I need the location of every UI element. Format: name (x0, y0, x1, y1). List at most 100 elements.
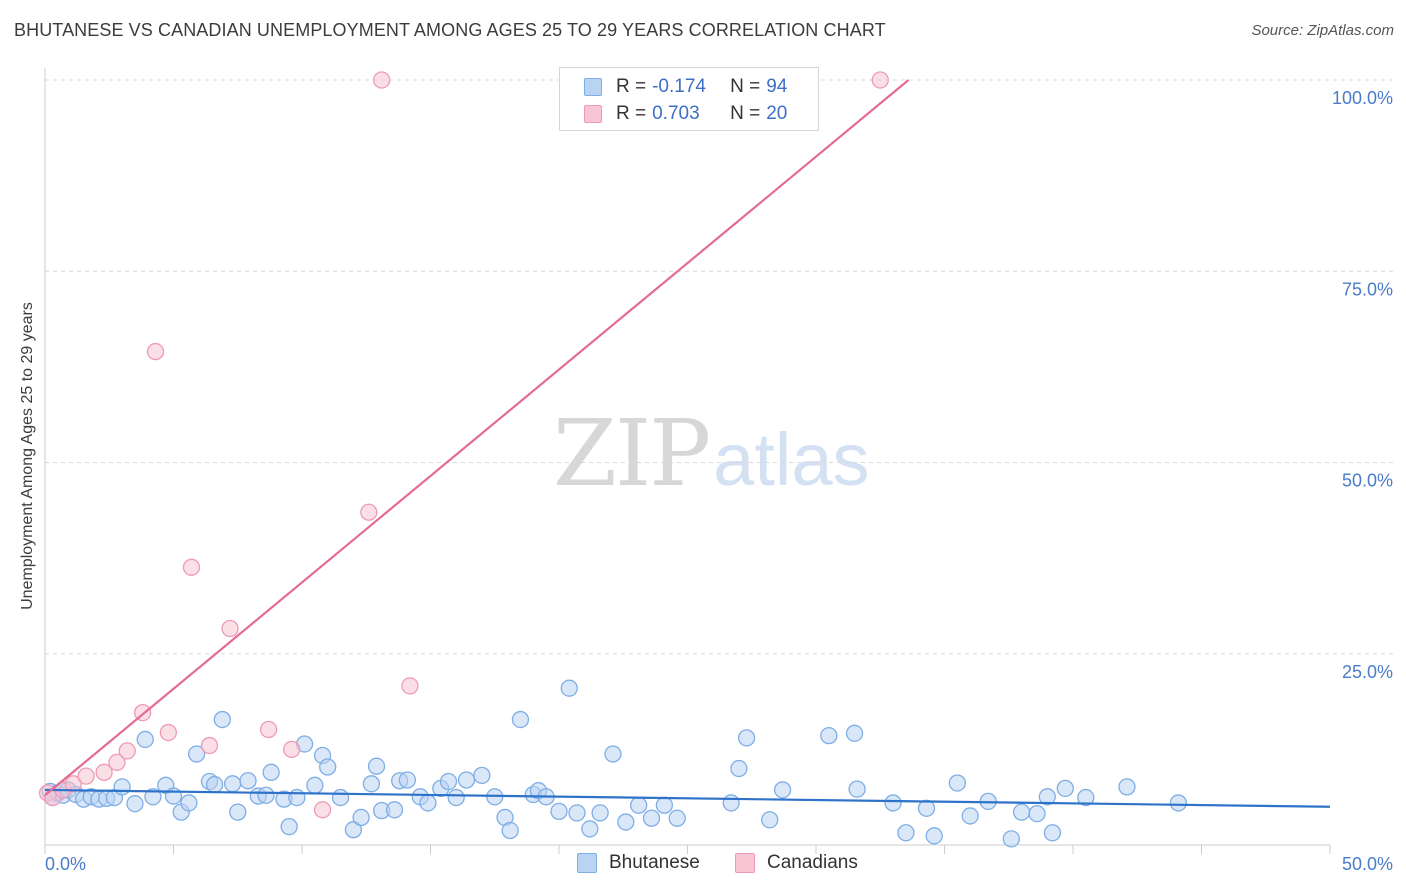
legend-row-canadians: R = 0.703 N = 20 (584, 101, 787, 127)
bhutanese-point (288, 788, 306, 807)
canadians-point (118, 742, 136, 760)
legend-row-bhutanese: R = -0.174 N = 94 (584, 74, 787, 100)
legend-r-label: R = (616, 76, 647, 97)
bhutanese-point (1012, 803, 1031, 821)
bhutanese-point (1077, 788, 1095, 807)
canadians-swatch (584, 105, 602, 123)
bhutanese-point (668, 809, 686, 827)
canadians-point (360, 503, 378, 521)
bhutanese-point (722, 794, 740, 812)
chart-title: BHUTANESE VS CANADIAN UNEMPLOYMENT AMONG… (14, 20, 886, 40)
bhutanese-trendline (44, 788, 1331, 808)
bhutanese-point (331, 788, 350, 807)
bhutanese-point (501, 821, 519, 840)
bhutanese-point (352, 808, 370, 827)
bhutanese-point (223, 775, 242, 793)
bhutanese-point (367, 757, 386, 775)
bhutanese-point (581, 820, 599, 838)
bhutanese-point (262, 763, 280, 781)
bhutanese-point (306, 776, 324, 794)
canadians-point (159, 723, 178, 742)
bhutanese-point (773, 781, 792, 799)
bhutanese-legend-swatch (577, 853, 597, 873)
axes (44, 68, 1331, 854)
bhutanese-point (511, 710, 530, 729)
canadians-point (373, 71, 391, 89)
bhutanese-point (617, 813, 635, 831)
gridlines (45, 79, 1395, 655)
canadians-point (401, 677, 419, 695)
legend-label-bhutanese: Bhutanese (609, 852, 700, 873)
tick-labels: 100.0% 75.0% 50.0% 25.0% 0.0% 50.0% (45, 88, 1393, 874)
bhutanese-point (239, 772, 257, 790)
canadians-point (108, 753, 126, 772)
y-tick-label: 75.0% (1342, 279, 1393, 299)
legend-r-value: 0.703 (652, 103, 700, 124)
bhutanese-point (205, 775, 224, 794)
canadians-point (221, 619, 239, 638)
bhutanese-point (591, 804, 609, 822)
y-tick-label: 50.0% (1342, 471, 1393, 491)
canadians-point (200, 736, 219, 755)
bhutanese-point (319, 758, 337, 776)
bhutanese-point (1169, 794, 1188, 812)
bhutanese-points (41, 679, 1188, 848)
source-credit: Source: ZipAtlas.com (1251, 22, 1394, 39)
bhutanese-point (344, 821, 363, 839)
bhutanese-point (961, 807, 979, 825)
legend-n-label: N = (730, 76, 761, 97)
legend-r-value: -0.174 (652, 76, 706, 97)
canadians-point (95, 763, 113, 781)
bhutanese-point (761, 811, 779, 829)
bhutanese-point (398, 771, 417, 789)
canadians-point (313, 801, 332, 819)
canadians-points (38, 71, 889, 819)
bhutanese-point (1038, 788, 1056, 806)
legend-r-label: R = (616, 103, 647, 124)
legend-n-label: N = (730, 103, 761, 124)
correlation-legend: R = -0.174 N = 94 R = 0.703 N = 20 (559, 67, 819, 131)
canadians-point (146, 342, 165, 361)
canadians-trendline (44, 79, 910, 797)
bhutanese-point (257, 786, 275, 804)
bhutanese-point (473, 766, 491, 785)
bhutanese-point (642, 809, 661, 827)
bhutanese-point (897, 824, 915, 842)
bhutanese-point (1118, 778, 1136, 796)
legend-item-canadians: Canadians (735, 852, 858, 874)
canadians-point (182, 558, 201, 576)
bhutanese-point (1043, 824, 1062, 842)
bhutanese-point (1028, 804, 1046, 823)
bhutanese-point (630, 796, 648, 814)
bhutanese-point (884, 794, 902, 812)
bhutanese-point (820, 726, 838, 745)
bhutanese-swatch (584, 78, 602, 96)
bhutanese-point (280, 817, 298, 836)
bhutanese-point (845, 724, 864, 742)
legend-n-value: 20 (766, 103, 788, 124)
canadians-point (259, 720, 278, 739)
y-tick-label: 100.0% (1332, 88, 1393, 108)
bhutanese-point (560, 679, 578, 697)
y-tick-label: 25.0% (1342, 662, 1393, 682)
bhutanese-point (925, 827, 943, 845)
series-legend: Bhutanese Canadians (0, 852, 1406, 876)
canadians-point (871, 71, 889, 89)
legend-item-bhutanese: Bhutanese (577, 852, 700, 874)
bhutanese-point (136, 730, 154, 749)
bhutanese-point (419, 794, 437, 812)
bhutanese-point (362, 775, 381, 793)
bhutanese-point (655, 796, 674, 814)
bhutanese-point (187, 745, 206, 763)
bhutanese-point (568, 804, 586, 822)
bhutanese-point (385, 801, 404, 819)
x-tick-label: 50.0% (1342, 854, 1393, 874)
canadians-legend-swatch (735, 853, 755, 873)
bhutanese-point (213, 710, 231, 729)
bhutanese-point (447, 788, 465, 807)
bhutanese-point (848, 780, 866, 798)
canadians-point (64, 775, 82, 793)
bhutanese-point (144, 788, 162, 806)
bhutanese-point (113, 778, 131, 796)
